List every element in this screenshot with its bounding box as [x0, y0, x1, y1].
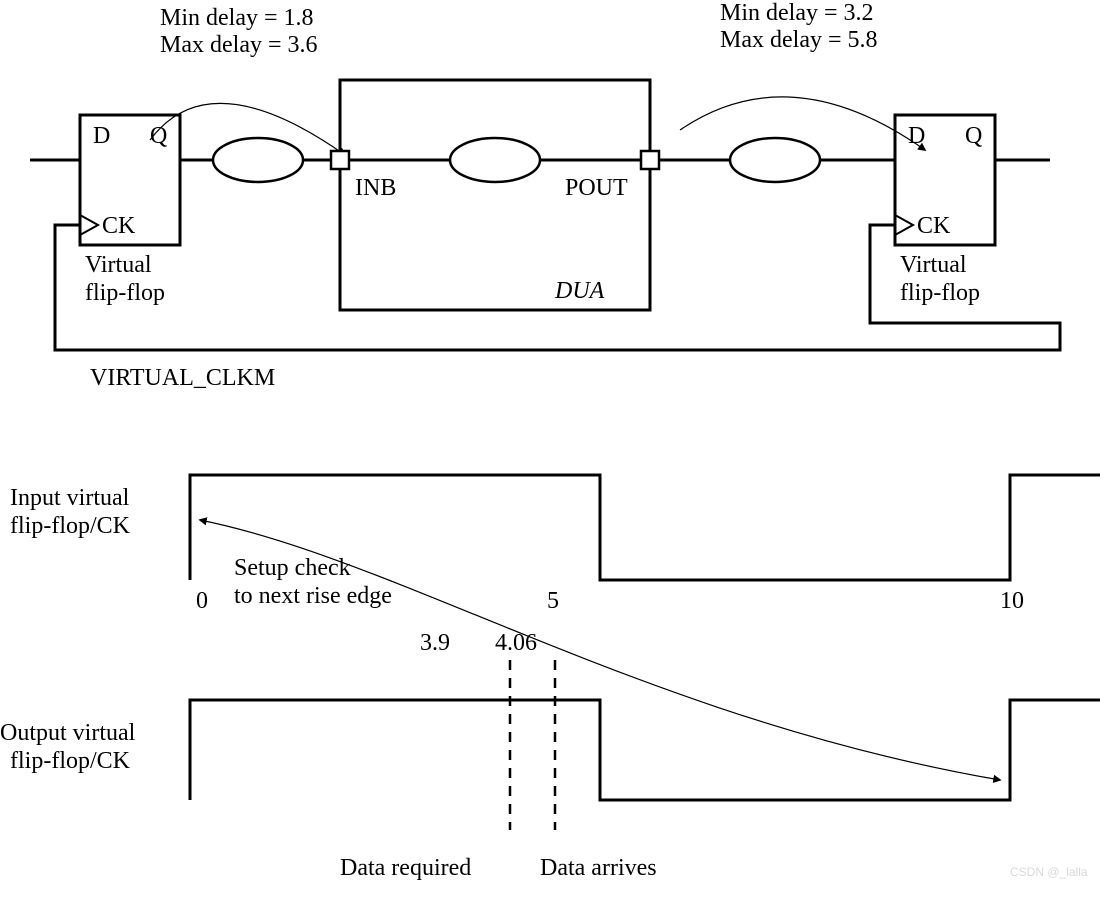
tick-0-label: 0 — [196, 588, 208, 614]
left-delay-text-2: Max delay = 3.6 — [160, 32, 318, 58]
right-ff-clk-triangle — [895, 215, 913, 235]
setup-text-2: to next rise edge — [234, 583, 392, 609]
cloud-1 — [213, 138, 303, 182]
tick-10-label: 10 — [1000, 588, 1024, 614]
dua-label: DUA — [554, 278, 605, 304]
output-clk-label-1: Output virtual — [0, 720, 136, 746]
tick-5-label: 5 — [547, 588, 559, 614]
output-clk-waveform — [190, 700, 1100, 800]
dua-port-inb — [331, 151, 349, 169]
right-ff-ck-label: CK — [917, 213, 951, 239]
dua-port-pout — [641, 151, 659, 169]
left-ff-caption-2: flip-flop — [85, 280, 165, 306]
data-required-caption: Data required — [340, 855, 471, 881]
watermark-text: CSDN @_lalla — [1010, 865, 1088, 879]
output-clk-label-2: flip-flop/CK — [10, 748, 131, 774]
left-ff-clk-triangle — [80, 215, 98, 235]
dua-port-inb-label: INB — [355, 175, 396, 201]
left-ff-caption-1: Virtual — [85, 252, 152, 278]
clock-net-label: VIRTUAL_CLKM — [90, 365, 275, 391]
left-ff-q-label: Q — [150, 123, 167, 149]
diagram-svg: Min delay = 1.8 Max delay = 3.6 Min dela… — [0, 0, 1114, 893]
right-delay-text-1: Min delay = 3.2 — [720, 0, 874, 26]
setup-text-1: Setup check — [234, 555, 351, 581]
dua-port-pout-label: POUT — [565, 175, 628, 201]
cloud-2 — [450, 138, 540, 182]
left-ff-d-label: D — [93, 123, 110, 149]
data-arrives-value: 4.06 — [495, 630, 537, 656]
right-ff-d-label: D — [908, 123, 925, 149]
left-delay-text-1: Min delay = 1.8 — [160, 5, 314, 31]
data-required-value: 3.9 — [420, 630, 450, 656]
right-ff-caption-2: flip-flop — [900, 280, 980, 306]
left-ff-ck-label: CK — [102, 213, 136, 239]
right-ff-q-label: Q — [965, 123, 982, 149]
input-clk-label-1: Input virtual — [10, 485, 130, 511]
right-delay-text-2: Max delay = 5.8 — [720, 27, 878, 53]
right-ff-caption-1: Virtual — [900, 252, 967, 278]
data-arrives-caption: Data arrives — [540, 855, 657, 881]
input-clk-label-2: flip-flop/CK — [10, 513, 131, 539]
cloud-3 — [730, 138, 820, 182]
